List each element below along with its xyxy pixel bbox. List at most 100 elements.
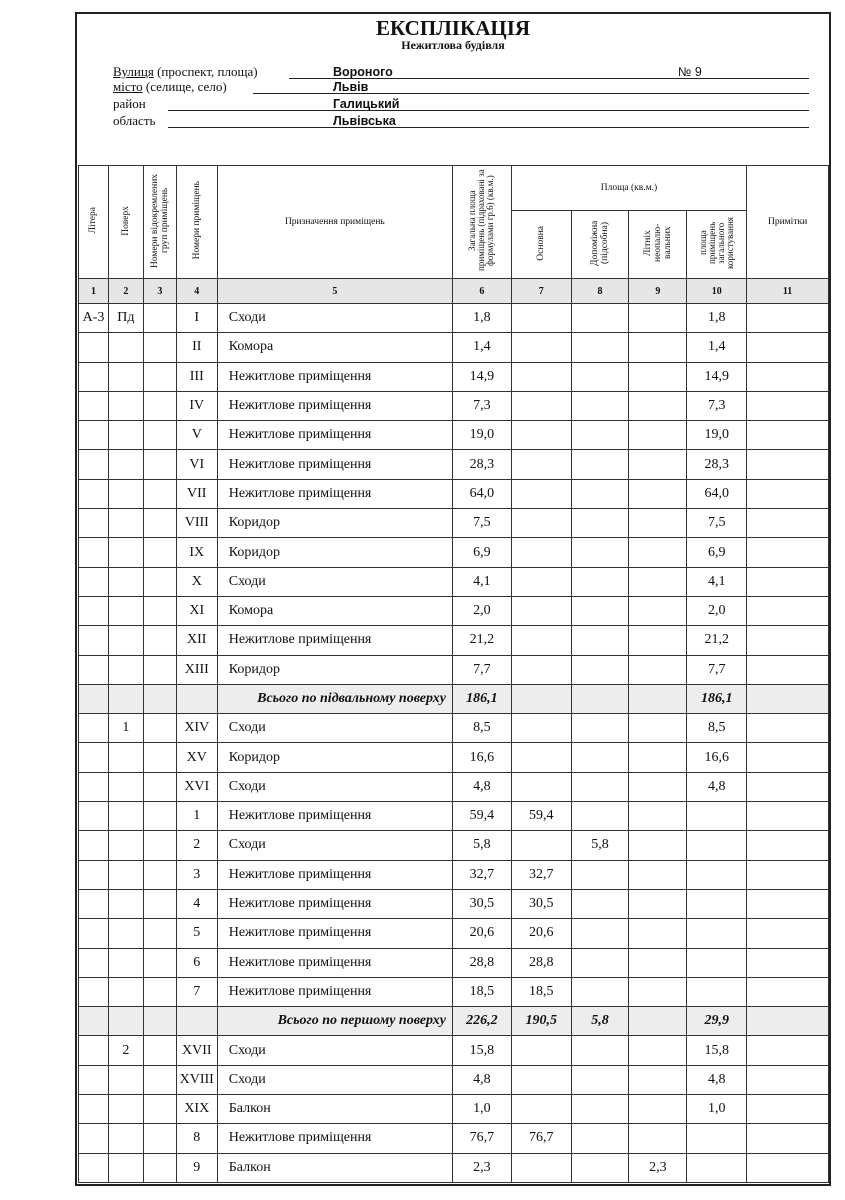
cell-purpose: Нежитлове приміщення — [216, 625, 453, 656]
cell-floor — [107, 566, 144, 597]
cell-main-area — [510, 683, 572, 715]
cell-main-area — [510, 1152, 572, 1183]
doc-title: ЕКСПЛІКАЦІЯ — [375, 16, 531, 40]
cell-notes — [746, 361, 829, 392]
cell-common-area — [686, 1152, 748, 1183]
cell-group — [142, 537, 177, 568]
cell-litera — [78, 625, 109, 656]
table-row: XV Коридор 16,6 16,6 — [78, 742, 829, 773]
cell-common-area: 6,9 — [686, 537, 748, 568]
cell-litera — [78, 683, 109, 715]
cell-group — [142, 1035, 177, 1066]
cell-aux-area — [570, 390, 630, 422]
cell-floor — [107, 449, 144, 480]
cell-main-area — [510, 771, 572, 803]
cell-room-number: I — [175, 302, 218, 334]
cell-summer-area — [628, 801, 688, 832]
cell-group — [142, 1123, 177, 1154]
cell-aux-area — [570, 1064, 630, 1096]
cell-group — [142, 713, 177, 744]
cell-total-area: 16,6 — [451, 742, 512, 773]
cell-notes — [746, 1006, 829, 1037]
cell-aux-area — [570, 742, 630, 773]
cell-floor — [107, 742, 144, 773]
cell-group — [142, 654, 177, 685]
cell-notes — [746, 1064, 829, 1096]
cell-litera — [78, 1064, 109, 1096]
cell-total-area: 21,2 — [451, 625, 512, 656]
table-row: 9 Балкон 2,3 2,3 — [78, 1152, 829, 1183]
region-value: Львівська — [333, 114, 396, 128]
cell-group — [142, 1094, 177, 1125]
cell-litera — [78, 771, 109, 803]
cell-main-area: 18,5 — [510, 976, 572, 1008]
cell-room-number: 8 — [175, 1123, 218, 1154]
cell-common-area: 2,0 — [686, 595, 748, 627]
cell-total-area: 1,8 — [451, 302, 512, 334]
cell-main-area — [510, 566, 572, 597]
cell-aux-area — [570, 888, 630, 920]
cell-common-area: 29,9 — [686, 1006, 748, 1037]
cell-aux-area — [570, 947, 630, 978]
cell-purpose: Сходи — [216, 1064, 453, 1096]
cell-aux-area — [570, 566, 630, 597]
cell-total-area: 226,2 — [451, 1006, 512, 1037]
cell-room-number: 1 — [175, 801, 218, 832]
cell-notes — [746, 830, 829, 861]
cell-total-area: 18,5 — [451, 976, 512, 1008]
cell-purpose: Всього по першому поверху — [216, 1006, 453, 1037]
table-row: А-3 Пд I Сходи 1,8 1,8 — [78, 302, 829, 334]
cell-room-number — [175, 1006, 218, 1037]
cell-common-area: 21,2 — [686, 625, 748, 656]
table-row: 5 Нежитлове приміщення 20,6 20,6 — [78, 918, 829, 949]
cell-common-area — [686, 801, 748, 832]
cell-aux-area — [570, 361, 630, 392]
header-main: Основна — [510, 210, 572, 279]
cell-litera — [78, 1035, 109, 1066]
cell-common-area — [686, 947, 748, 978]
cell-purpose: Нежитлове приміщення — [216, 449, 453, 480]
cell-total-area: 4,8 — [451, 1064, 512, 1096]
cell-room-number: XVIII — [175, 1064, 218, 1096]
cell-room-number: 3 — [175, 859, 218, 890]
cell-total-area: 64,0 — [451, 478, 512, 510]
cell-purpose: Нежитлове приміщення — [216, 361, 453, 392]
cell-notes — [746, 771, 829, 803]
cell-total-area: 186,1 — [451, 683, 512, 715]
column-number: 8 — [570, 278, 630, 304]
cell-summer-area — [628, 390, 688, 422]
cell-common-area: 4,8 — [686, 1064, 748, 1096]
cell-group — [142, 1006, 177, 1037]
cell-aux-area — [570, 508, 630, 539]
cell-notes — [746, 302, 829, 334]
cell-summer-area — [628, 683, 688, 715]
header-purpose: Призначення приміщень — [216, 165, 453, 279]
cell-litera — [78, 1123, 109, 1154]
cell-main-area — [510, 449, 572, 480]
cell-summer-area — [628, 742, 688, 773]
cell-total-area: 4,8 — [451, 771, 512, 803]
cell-litera — [78, 478, 109, 510]
cell-group — [142, 361, 177, 392]
street-line: Вулиця (проспект, площа) Вороного № 9 — [113, 64, 809, 79]
cell-summer-area — [628, 918, 688, 949]
cell-main-area — [510, 1094, 572, 1125]
cell-aux-area — [570, 1094, 630, 1125]
cell-litera — [78, 537, 109, 568]
cell-main-area: 190,5 — [510, 1006, 572, 1037]
cell-purpose: Нежитлове приміщення — [216, 801, 453, 832]
cell-main-area: 20,6 — [510, 918, 572, 949]
cell-purpose: Балкон — [216, 1152, 453, 1183]
cell-purpose: Коридор — [216, 537, 453, 568]
cell-litera — [78, 947, 109, 978]
table-row: 4 Нежитлове приміщення 30,5 30,5 — [78, 888, 829, 920]
cell-room-number: XVI — [175, 771, 218, 803]
cell-purpose: Нежитлове приміщення — [216, 1123, 453, 1154]
cell-group — [142, 801, 177, 832]
cell-common-area: 14,9 — [686, 361, 748, 392]
cell-purpose: Коридор — [216, 508, 453, 539]
cell-room-number: 6 — [175, 947, 218, 978]
cell-litera — [78, 1152, 109, 1183]
cell-total-area: 59,4 — [451, 801, 512, 832]
cell-main-area: 59,4 — [510, 801, 572, 832]
